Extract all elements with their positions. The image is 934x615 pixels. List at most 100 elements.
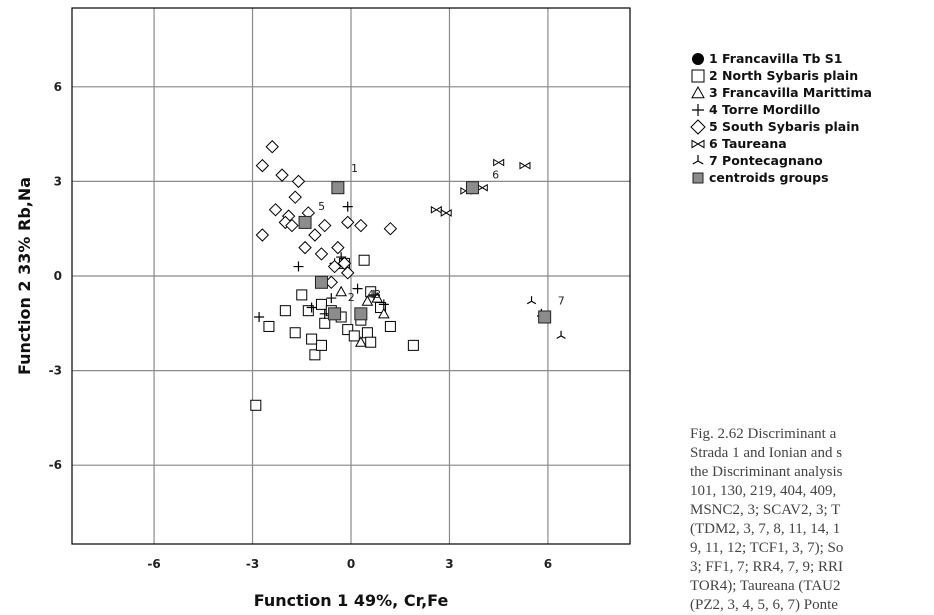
group-label: 5 [318, 200, 325, 213]
legend-item: 6 Taureana [690, 135, 872, 152]
x-axis-title: Function 1 49%, Cr,Fe [254, 591, 449, 610]
group-label: 3 [374, 288, 381, 301]
point-plus [342, 201, 353, 212]
figure-caption: Fig. 2.62 Discriminant a Strada 1 and Ion… [690, 425, 934, 615]
point-diamond [341, 215, 355, 230]
y-tick-label: -3 [49, 364, 62, 378]
x-tick-label: 0 [347, 557, 355, 571]
group-label: 7 [558, 294, 565, 307]
y-tick-label: 3 [54, 174, 62, 188]
caption-line: Strada 1 and Ionian and s [690, 445, 843, 461]
legend-item: 3 Francavilla Marittima [690, 84, 872, 101]
group-label: 4 [367, 288, 374, 301]
point-square [342, 324, 354, 336]
point-diamond [337, 256, 352, 271]
legend-item: 5 South Sybaris plain [690, 118, 872, 135]
point-tri-star [556, 330, 566, 339]
legend-item: 7 Pontecagnano [690, 152, 872, 169]
point-triangle [335, 285, 348, 297]
legend-marker-bowtie [691, 139, 705, 148]
point-plus [293, 261, 304, 272]
legend-label: 4 Torre Mordillo [709, 102, 821, 117]
point-diamond [265, 140, 279, 154]
point-grey-square [538, 310, 552, 324]
point-plus [306, 302, 317, 313]
legend-marker-diamond [690, 118, 706, 135]
point-diamond [291, 174, 306, 189]
point-square [348, 330, 360, 342]
point-square [296, 289, 308, 301]
point-diamond [318, 218, 332, 233]
caption-line: TOR4); Taureana (TAU2 [690, 578, 841, 594]
y-tick-label: -6 [49, 458, 62, 472]
point-labels: 1 2 34 5 6 7 [318, 162, 565, 307]
x-tick-label: 3 [445, 557, 453, 571]
point-diamond [275, 168, 289, 182]
caption-line: (PZ2, 3, 4, 5, 6, 7) Ponte [690, 597, 838, 613]
group-label: 6 [492, 168, 499, 181]
point-triangle [361, 295, 374, 306]
point-grey-square [314, 275, 328, 289]
point-square [365, 336, 377, 348]
caption-line: 3; FF1, 7; RR4, 7, 9; RRI [690, 559, 843, 575]
legend-label: 5 South Sybaris plain [709, 119, 860, 134]
legend-marker-plus [692, 103, 704, 116]
point-square [407, 339, 419, 351]
legend-label: 2 North Sybaris plain [709, 68, 859, 83]
caption-line: 101, 130, 219, 404, 409, [690, 483, 837, 499]
point-diamond [383, 221, 398, 236]
group-label: 2 [348, 291, 355, 304]
point-square [361, 327, 373, 339]
point-square [279, 305, 291, 317]
point-square [306, 333, 318, 345]
point-square [358, 254, 370, 266]
point-diamond [354, 218, 368, 233]
x-tick-label: -3 [246, 557, 259, 571]
point-diamond [308, 228, 322, 242]
point-triangle [377, 307, 390, 319]
legend-label: centroids groups [709, 170, 829, 185]
x-tick-label: 6 [544, 557, 552, 571]
point-diamond [268, 203, 283, 217]
tick-labels: -6 -3 0 3 6 -6 -3 0 3 6 [49, 80, 552, 571]
caption-line: MSNC2, 3; SCAV2, 3; T [690, 502, 841, 518]
caption-line: the Discriminant analysis [690, 464, 843, 480]
point-bowtie [430, 205, 442, 214]
point-diamond [298, 240, 312, 255]
point-plus [352, 283, 363, 294]
point-bowtie [493, 158, 505, 167]
point-grey-square [331, 181, 345, 195]
point-diamond [255, 158, 270, 173]
point-tri-star [526, 296, 537, 305]
point-grey-square [328, 307, 342, 321]
point-bowtie [440, 209, 452, 217]
point-square [250, 399, 262, 411]
y-tick-label: 6 [54, 80, 62, 94]
point-grey-square [354, 307, 368, 321]
group-label: 1 [351, 162, 358, 175]
legend-label: 6 Taureana [709, 136, 787, 151]
point-triangle [371, 292, 384, 303]
legend-label: 1 Francavilla Tb S1 [709, 51, 843, 66]
point-plus [319, 308, 330, 319]
x-tick-label: -6 [147, 557, 160, 571]
point-diamond [288, 190, 302, 204]
legend-item: centroids groups [690, 169, 872, 186]
legend-label: 3 Francavilla Marittima [709, 85, 872, 100]
point-diamond [285, 218, 299, 233]
legend-marker-square [691, 69, 705, 82]
point-square [365, 286, 377, 298]
point-square [315, 298, 327, 310]
caption-line: (TDM2, 3, 7, 8, 11, 14, 1 [690, 521, 841, 537]
point-square [263, 320, 275, 332]
point-plus [326, 293, 337, 304]
point-triangle [354, 336, 367, 347]
point-grey-square [298, 215, 312, 229]
point-square [302, 305, 314, 317]
point-diamond [327, 259, 342, 274]
legend-marker-triangle [691, 85, 705, 98]
point-square [315, 339, 327, 351]
legend-marker-filled-circle [692, 52, 704, 65]
point-plus [368, 289, 379, 300]
legend-item: 4 Torre Mordillo [690, 101, 872, 118]
